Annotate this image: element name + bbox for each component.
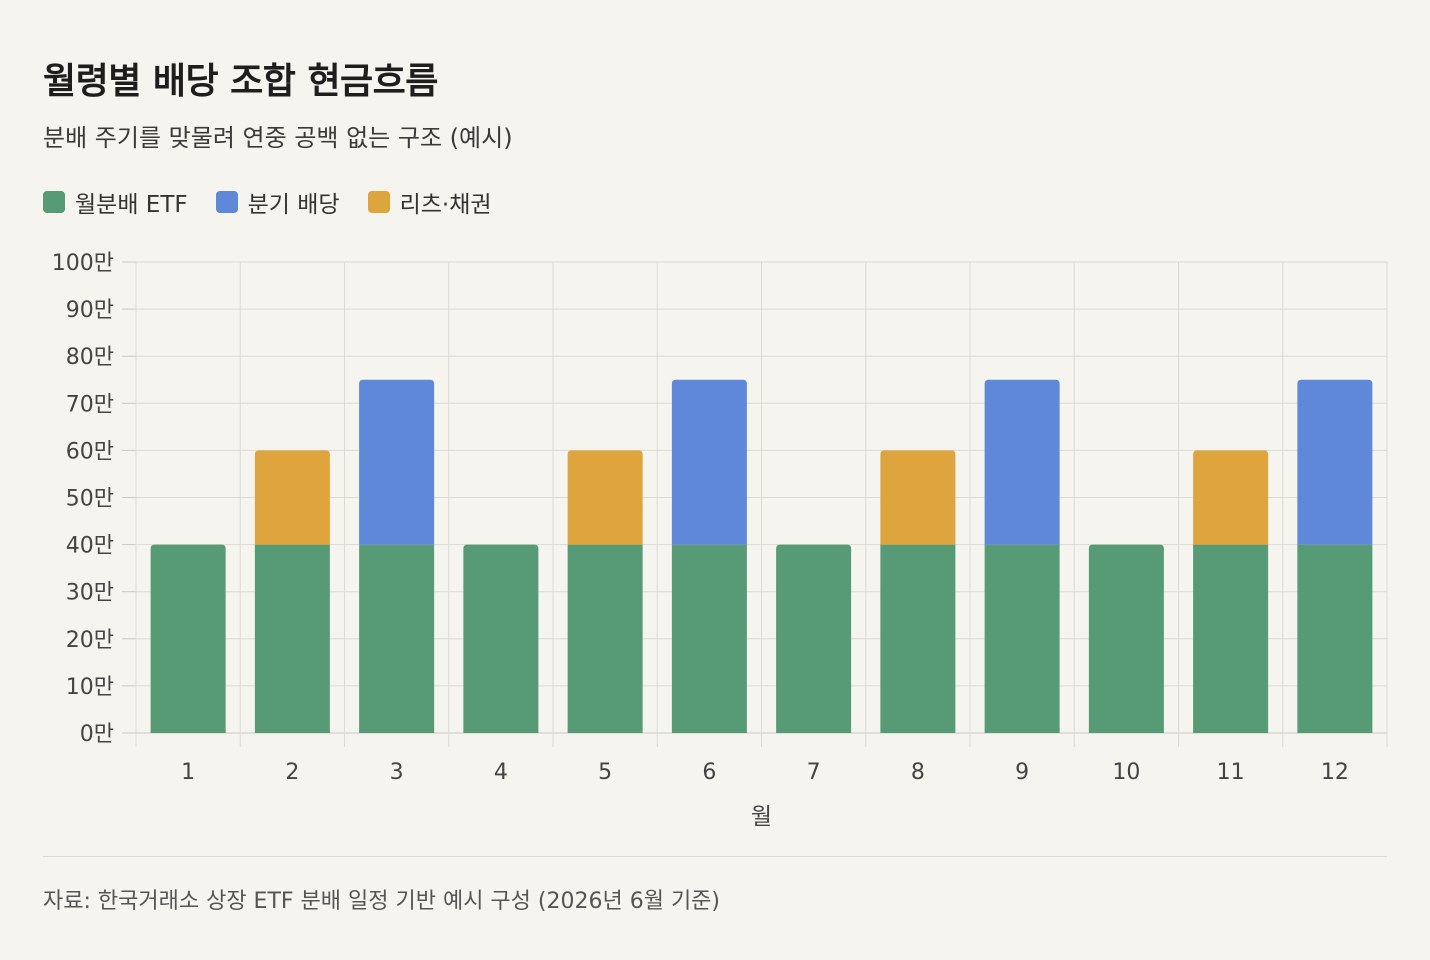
bar-segment xyxy=(1088,544,1164,733)
legend-label-reits-bonds: 리츠·채권 xyxy=(399,192,492,218)
y-tick-label: 100만 xyxy=(52,251,114,276)
x-tick-label: 1 xyxy=(181,760,195,785)
x-tick-label: 12 xyxy=(1321,760,1349,785)
y-tick-label: 50만 xyxy=(66,487,114,512)
legend-label-monthly-etf: 월분배 ETF xyxy=(75,192,188,218)
bar-segment xyxy=(776,544,852,733)
bar-segment xyxy=(1193,544,1269,733)
y-tick-label: 10만 xyxy=(66,675,114,700)
legend-label-quarterly-dividend: 분기 배당 xyxy=(247,192,340,218)
bar-segment xyxy=(1193,450,1269,545)
bar-segment xyxy=(1297,379,1373,545)
bar-segment xyxy=(359,544,435,733)
legend-swatch-monthly-etf xyxy=(43,191,65,213)
x-tick-label: 3 xyxy=(390,760,404,785)
x-tick-label: 4 xyxy=(494,760,508,785)
y-tick-label: 60만 xyxy=(66,439,114,464)
source-note: 자료: 한국거래소 상장 ETF 분배 일정 기반 예시 구성 (2026년 6… xyxy=(43,889,721,914)
y-tick-label: 20만 xyxy=(66,628,114,653)
bar-segment xyxy=(254,544,330,733)
x-tick-label: 6 xyxy=(702,760,716,785)
bar-segment xyxy=(254,450,330,545)
bar-segment xyxy=(671,544,747,733)
x-tick-label: 8 xyxy=(911,760,925,785)
legend-item-monthly-etf[interactable]: 월분배 ETF xyxy=(43,185,188,219)
bar-segment xyxy=(671,379,747,545)
bar-segment xyxy=(359,379,435,545)
bar-segment xyxy=(880,544,956,733)
legend-item-quarterly-dividend[interactable]: 분기 배당 xyxy=(215,185,340,219)
bar-segment xyxy=(567,544,643,733)
y-tick-label: 30만 xyxy=(66,581,114,606)
x-axis-title: 월 xyxy=(751,804,772,830)
legend-swatch-reits-bonds xyxy=(367,191,390,213)
legend-swatch-quarterly-dividend xyxy=(215,191,238,213)
y-tick-label: 80만 xyxy=(66,345,114,370)
x-tick-label: 7 xyxy=(807,760,821,785)
x-tick-label: 2 xyxy=(285,760,299,785)
y-tick-label: 70만 xyxy=(66,392,114,417)
y-tick-label: 0만 xyxy=(80,722,114,747)
footer-divider xyxy=(43,856,1387,857)
legend: 월분배 ETF 분기 배당 리츠·채권 xyxy=(43,185,492,219)
bar-segment xyxy=(150,544,226,733)
x-tick-label: 9 xyxy=(1015,760,1029,785)
x-tick-label: 10 xyxy=(1112,760,1140,785)
bar-segment xyxy=(1297,544,1373,733)
bar-segment xyxy=(463,544,539,733)
chart-title: 월령별 배당 조합 현금흐름 xyxy=(43,61,438,102)
y-tick-label: 90만 xyxy=(66,298,114,323)
chart-subtitle: 분배 주기를 맞물려 연중 공백 없는 구조 (예시) xyxy=(43,124,513,152)
x-tick-label: 11 xyxy=(1217,760,1245,785)
x-tick-label: 5 xyxy=(598,760,612,785)
bar-segment xyxy=(984,544,1060,733)
bar-segment xyxy=(567,450,643,545)
bar-segment xyxy=(984,379,1060,545)
bar-segment xyxy=(880,450,956,545)
legend-item-reits-bonds[interactable]: 리츠·채권 xyxy=(367,185,492,219)
y-tick-label: 40만 xyxy=(66,534,114,559)
